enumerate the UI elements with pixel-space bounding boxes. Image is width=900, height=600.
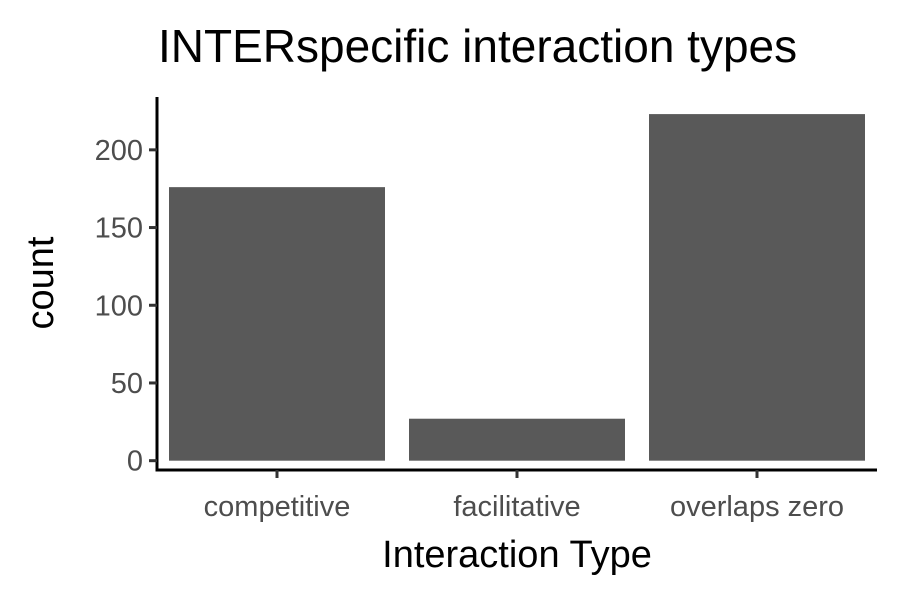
y-axis-title: count [20,236,62,329]
y-tick-label: 150 [95,213,143,245]
y-tick-label: 50 [111,368,143,400]
x-axis-title: Interaction Type [382,534,652,576]
x-tick-label: facilitative [453,491,580,523]
y-tick-label: 100 [95,290,143,322]
y-tick-label: 0 [127,446,143,478]
y-axis-ticks: 0 50 100 150 200 [95,135,157,478]
bar-competitive [169,187,385,461]
x-tick-label: competitive [204,491,351,523]
y-tick-label: 200 [95,135,143,167]
chart-title: INTERspecific interaction types [158,20,797,72]
bars-group [169,114,865,461]
x-tick-label: overlaps zero [670,491,844,523]
bar-facilitative [409,418,625,461]
x-axis-ticks: competitive facilitative overlaps zero [204,470,844,523]
bar-overlaps-zero [649,114,865,461]
